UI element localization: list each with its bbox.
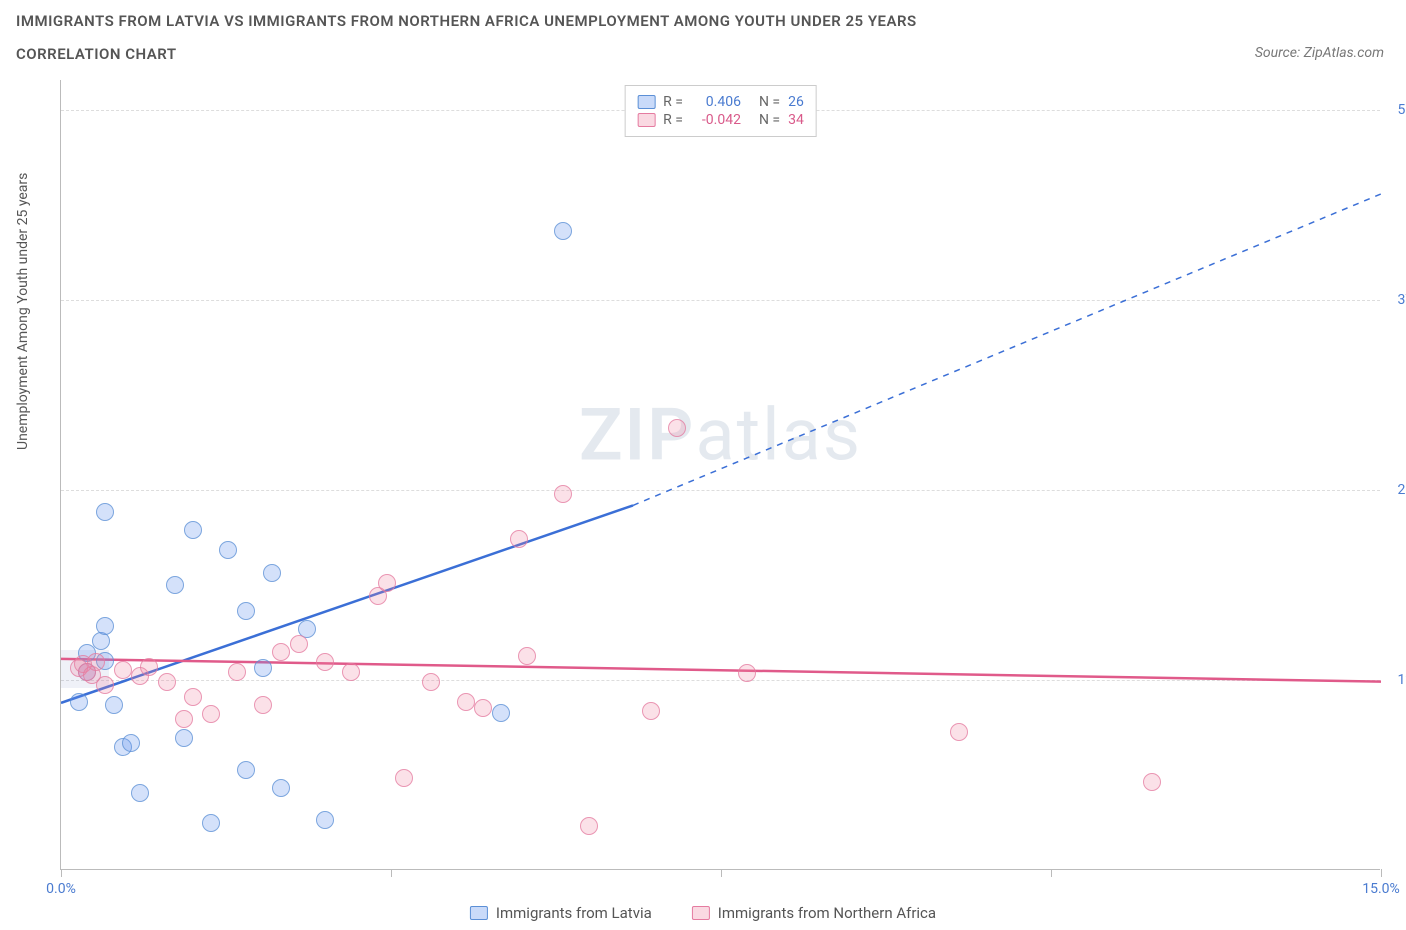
trend-line-dashed-blue (633, 194, 1381, 505)
data-point-blue (105, 696, 123, 714)
x-tick-label: 0.0% (46, 881, 76, 897)
data-point-pink (738, 664, 756, 682)
data-point-pink (202, 705, 220, 723)
data-point-pink (140, 658, 158, 676)
watermark: ZIPatlas (579, 393, 862, 478)
data-point-pink (228, 663, 246, 681)
data-point-pink (457, 693, 475, 711)
watermark-atlas: atlas (695, 393, 862, 478)
data-point-pink (184, 688, 202, 706)
legend-item: Immigrants from Northern Africa (692, 904, 936, 922)
data-point-pink (272, 643, 290, 661)
legend-swatch-pink (692, 906, 710, 920)
chart-plot-area: R =0.406N =26R =-0.042N =34 ZIPatlas 12.… (60, 80, 1380, 870)
y-tick-label: 12.5% (1397, 672, 1406, 688)
data-point-pink (642, 702, 660, 720)
data-point-pink (422, 673, 440, 691)
y-axis-label: Unemployment Among Youth under 25 years (15, 173, 31, 450)
data-point-blue (316, 811, 334, 829)
data-point-blue (92, 632, 110, 650)
y-tick-label: 25.0% (1397, 482, 1406, 498)
legend-row: R = -0.042 N = 34 (637, 112, 804, 128)
legend-n-value: 34 (788, 112, 804, 128)
legend-swatch-pink (637, 113, 655, 127)
data-point-blue (237, 761, 255, 779)
legend-label: Immigrants from Latvia (496, 904, 652, 922)
x-tick (721, 869, 722, 877)
gridline (61, 490, 1380, 491)
data-point-pink (87, 653, 105, 671)
data-point-blue (70, 693, 88, 711)
data-point-pink (950, 723, 968, 741)
data-point-pink (290, 635, 308, 653)
legend-n-label: N = (759, 94, 780, 110)
legend-r-label: R = (663, 112, 683, 128)
chart-title-1: IMMIGRANTS FROM LATVIA VS IMMIGRANTS FRO… (16, 12, 917, 30)
trend-lines (61, 80, 1381, 870)
data-point-pink (1143, 773, 1161, 791)
series-legend: Immigrants from Latvia Immigrants from No… (470, 904, 936, 922)
data-point-pink (316, 653, 334, 671)
legend-n-value: 26 (788, 94, 804, 110)
data-point-blue (554, 222, 572, 240)
data-point-pink (474, 699, 492, 717)
data-point-blue (96, 503, 114, 521)
data-point-blue (175, 729, 193, 747)
source-label: Source: ZipAtlas.com (1255, 45, 1384, 61)
legend-r-value: 0.406 (691, 94, 741, 110)
x-tick (391, 869, 392, 877)
data-point-pink (254, 696, 272, 714)
data-point-blue (96, 617, 114, 635)
data-point-pink (114, 661, 132, 679)
data-point-pink (175, 710, 193, 728)
legend-r-value: -0.042 (691, 112, 741, 128)
gridline (61, 680, 1380, 681)
chart-title-2: CORRELATION CHART (16, 45, 177, 63)
data-point-blue (166, 576, 184, 594)
x-tick (1051, 869, 1052, 877)
data-point-pink (554, 485, 572, 503)
data-point-blue (184, 521, 202, 539)
legend-n-label: N = (759, 112, 780, 128)
data-point-pink (378, 574, 396, 592)
data-point-pink (395, 769, 413, 787)
data-point-blue (237, 602, 255, 620)
legend-r-label: R = (663, 94, 683, 110)
data-point-pink (158, 673, 176, 691)
gridline (61, 300, 1380, 301)
data-point-blue (131, 784, 149, 802)
data-point-blue (254, 659, 272, 677)
data-point-blue (492, 704, 510, 722)
data-point-pink (668, 419, 686, 437)
y-tick-label: 37.5% (1397, 292, 1406, 308)
legend-label: Immigrants from Northern Africa (718, 904, 936, 922)
x-tick (1381, 869, 1382, 877)
legend-item: Immigrants from Latvia (470, 904, 652, 922)
legend-swatch-blue (637, 95, 655, 109)
x-tick (61, 869, 62, 877)
x-tick-label: 15.0% (1362, 881, 1400, 897)
data-point-pink (510, 530, 528, 548)
data-point-pink (96, 676, 114, 694)
data-point-blue (202, 814, 220, 832)
legend-row: R = 0.406 N = 26 (637, 94, 804, 110)
correlation-legend: R = 0.406 N = 26 R = -0.042 N = 34 (624, 85, 817, 137)
data-point-blue (272, 779, 290, 797)
data-point-pink (580, 817, 598, 835)
data-point-blue (219, 541, 237, 559)
data-point-blue (263, 564, 281, 582)
data-point-blue (122, 734, 140, 752)
y-tick-label: 50.0% (1397, 102, 1406, 118)
legend-swatch-blue (470, 906, 488, 920)
data-point-pink (518, 647, 536, 665)
data-point-pink (342, 663, 360, 681)
